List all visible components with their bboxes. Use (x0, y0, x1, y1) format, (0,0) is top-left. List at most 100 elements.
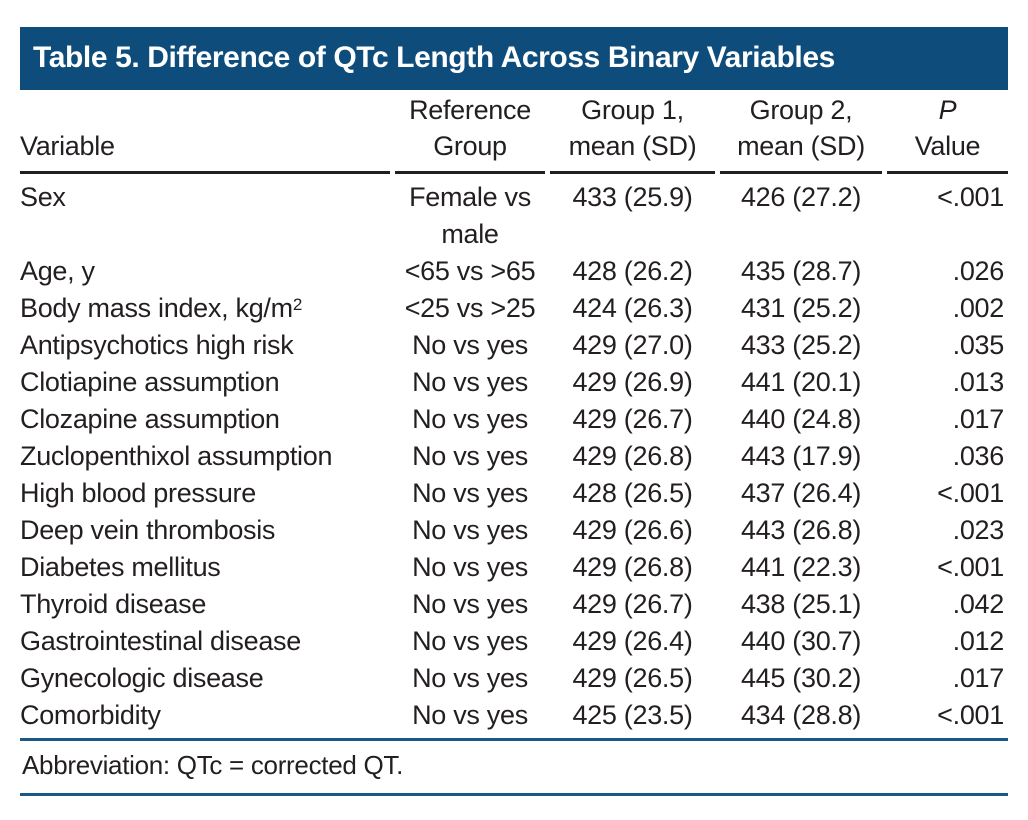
superscript: 2 (292, 295, 302, 314)
group1-cell-text: 433 (25.9) (572, 182, 693, 212)
group1-cell: 429 (26.5) (550, 660, 715, 697)
reference-cell: No vs yes (395, 475, 545, 512)
table-body: Sex Female vs male 433 (25.9) 426 (27.2) <.0… (20, 174, 1008, 734)
variable-cell: Gynecologic disease (20, 660, 390, 697)
reference-cell: Female vs male (395, 174, 545, 253)
p-value-cell: .017 (887, 660, 1008, 697)
p-value-cell: .013 (887, 364, 1008, 401)
reference-cell: No vs yes (395, 660, 545, 697)
header-line: mean (SD) (737, 131, 865, 161)
reference-cell-text: No vs yes (412, 367, 528, 397)
table-row: Diabetes mellitus No vs yes 429 (26.8) 441 … (20, 549, 1008, 586)
header-line: mean (SD) (568, 131, 697, 161)
p-value-cell: <.001 (887, 697, 1008, 734)
p-value-cell: .042 (887, 586, 1008, 623)
group2-cell: 434 (28.8) (720, 697, 882, 734)
header-line: Group (433, 131, 507, 161)
group1-cell: 429 (26.8) (550, 549, 715, 586)
reference-cell-text: No vs yes (412, 626, 528, 656)
variable-cell-text: Zuclopenthixol assumption (20, 441, 333, 471)
p-value-cell-text: .013 (952, 367, 1005, 397)
header-line: Value (914, 131, 981, 161)
variable-cell-text: High blood pressure (20, 478, 256, 508)
p-value-cell: .036 (887, 438, 1008, 475)
reference-cell: No vs yes (395, 697, 545, 734)
divider-rule-bottom (20, 793, 1008, 796)
footnote: Abbreviation: QTc = corrected QT. (22, 750, 403, 780)
variable-cell-text: Clozapine assumption (20, 404, 280, 434)
variable-cell-text: Diabetes mellitus (20, 552, 221, 582)
group2-cell: 441 (20.1) (720, 364, 882, 401)
variable-cell-text: Antipsychotics high risk (20, 330, 294, 360)
reference-cell-text: <65 vs >65 (404, 256, 536, 286)
p-value-cell: <.001 (887, 174, 1008, 253)
p-value-cell-text: .036 (952, 441, 1005, 471)
reference-cell: No vs yes (395, 401, 545, 438)
header-row: Variable Reference Group Group 1, mean (… (20, 90, 1008, 174)
reference-cell: <25 vs >25 (395, 290, 545, 327)
group2-cell: 443 (26.8) (720, 512, 882, 549)
group2-cell: 443 (17.9) (720, 438, 882, 475)
group2-cell: 433 (25.2) (720, 327, 882, 364)
variable-cell: Age, y (20, 253, 390, 290)
group2-cell: 426 (27.2) (720, 174, 882, 253)
p-value-cell: .023 (887, 512, 1008, 549)
table-title-bar: Table 5. Difference of QTc Length Across… (20, 27, 1008, 90)
reference-cell: <65 vs >65 (395, 253, 545, 290)
variable-cell: Comorbidity (20, 697, 390, 734)
variable-cell-text: Gastrointestinal disease (20, 626, 301, 656)
group2-cell: 445 (30.2) (720, 660, 882, 697)
group2-cell: 435 (28.7) (720, 253, 882, 290)
group1-cell: 429 (26.7) (550, 401, 715, 438)
group1-cell-text: 428 (26.2) (572, 256, 693, 286)
reference-cell-text: No vs yes (412, 330, 528, 360)
variable-cell: Clotiapine assumption (20, 364, 390, 401)
header-line: P (938, 95, 957, 125)
variable-cell-text: Comorbidity (20, 700, 161, 730)
reference-cell-text: Female vs male (409, 182, 531, 249)
group1-cell-text: 429 (26.7) (572, 404, 693, 434)
table-row: Zuclopenthixol assumption No vs yes 429 (2… (20, 438, 1008, 475)
variable-cell: Deep vein thrombosis (20, 512, 390, 549)
variable-cell: Zuclopenthixol assumption (20, 438, 390, 475)
group1-cell: 429 (26.4) (550, 623, 715, 660)
group2-cell-text: 437 (26.4) (740, 478, 862, 508)
group1-cell: 428 (26.2) (550, 253, 715, 290)
p-value-cell: .035 (887, 327, 1008, 364)
group2-cell-text: 435 (28.7) (740, 256, 862, 286)
group2-cell-text: 440 (30.7) (740, 626, 862, 656)
table-figure: Table 5. Difference of QTc Length Across… (20, 27, 1008, 796)
reference-cell: No vs yes (395, 438, 545, 475)
table-row: Clotiapine assumption No vs yes 429 (26.9)… (20, 364, 1008, 401)
p-value-cell: .017 (887, 401, 1008, 438)
p-value-cell-text: .026 (952, 256, 1005, 286)
group1-cell-text: 428 (26.5) (572, 478, 693, 508)
reference-cell-text: No vs yes (412, 478, 528, 508)
col-header-p-value: P Value (887, 90, 1008, 174)
table-row: Body mass index, kg/m2 <25 vs >25 424 (26.… (20, 290, 1008, 327)
group2-cell-text: 433 (25.2) (740, 330, 862, 360)
qtc-table: Variable Reference Group Group 1, mean (… (15, 90, 1013, 734)
table-title: Table 5. Difference of QTc Length Across… (33, 40, 835, 74)
group1-cell: 428 (26.5) (550, 475, 715, 512)
group2-cell: 440 (24.8) (720, 401, 882, 438)
group2-cell-text: 438 (25.1) (740, 589, 862, 619)
reference-cell: No vs yes (395, 512, 545, 549)
variable-cell-text: Deep vein thrombosis (20, 515, 276, 545)
p-value-cell-text: <.001 (937, 478, 1004, 508)
group2-cell-text: 431 (25.2) (740, 293, 862, 323)
group2-cell-text: 441 (20.1) (740, 367, 862, 397)
p-value-cell-text: <.001 (937, 552, 1004, 582)
reference-cell: No vs yes (395, 327, 545, 364)
reference-cell: No vs yes (395, 549, 545, 586)
p-value-cell-text: .002 (952, 293, 1005, 323)
group1-cell-text: 429 (26.9) (572, 367, 693, 397)
group2-cell-text: 434 (28.8) (740, 700, 862, 730)
group1-cell-text: 429 (26.5) (572, 663, 693, 693)
p-value-cell-text: .035 (952, 330, 1005, 360)
reference-cell-text: No vs yes (412, 552, 528, 582)
table-row: Antipsychotics high risk No vs yes 429 (27… (20, 327, 1008, 364)
p-value-cell: <.001 (887, 475, 1008, 512)
table-row: Comorbidity No vs yes 425 (23.5) 434 (28.8)… (20, 697, 1008, 734)
